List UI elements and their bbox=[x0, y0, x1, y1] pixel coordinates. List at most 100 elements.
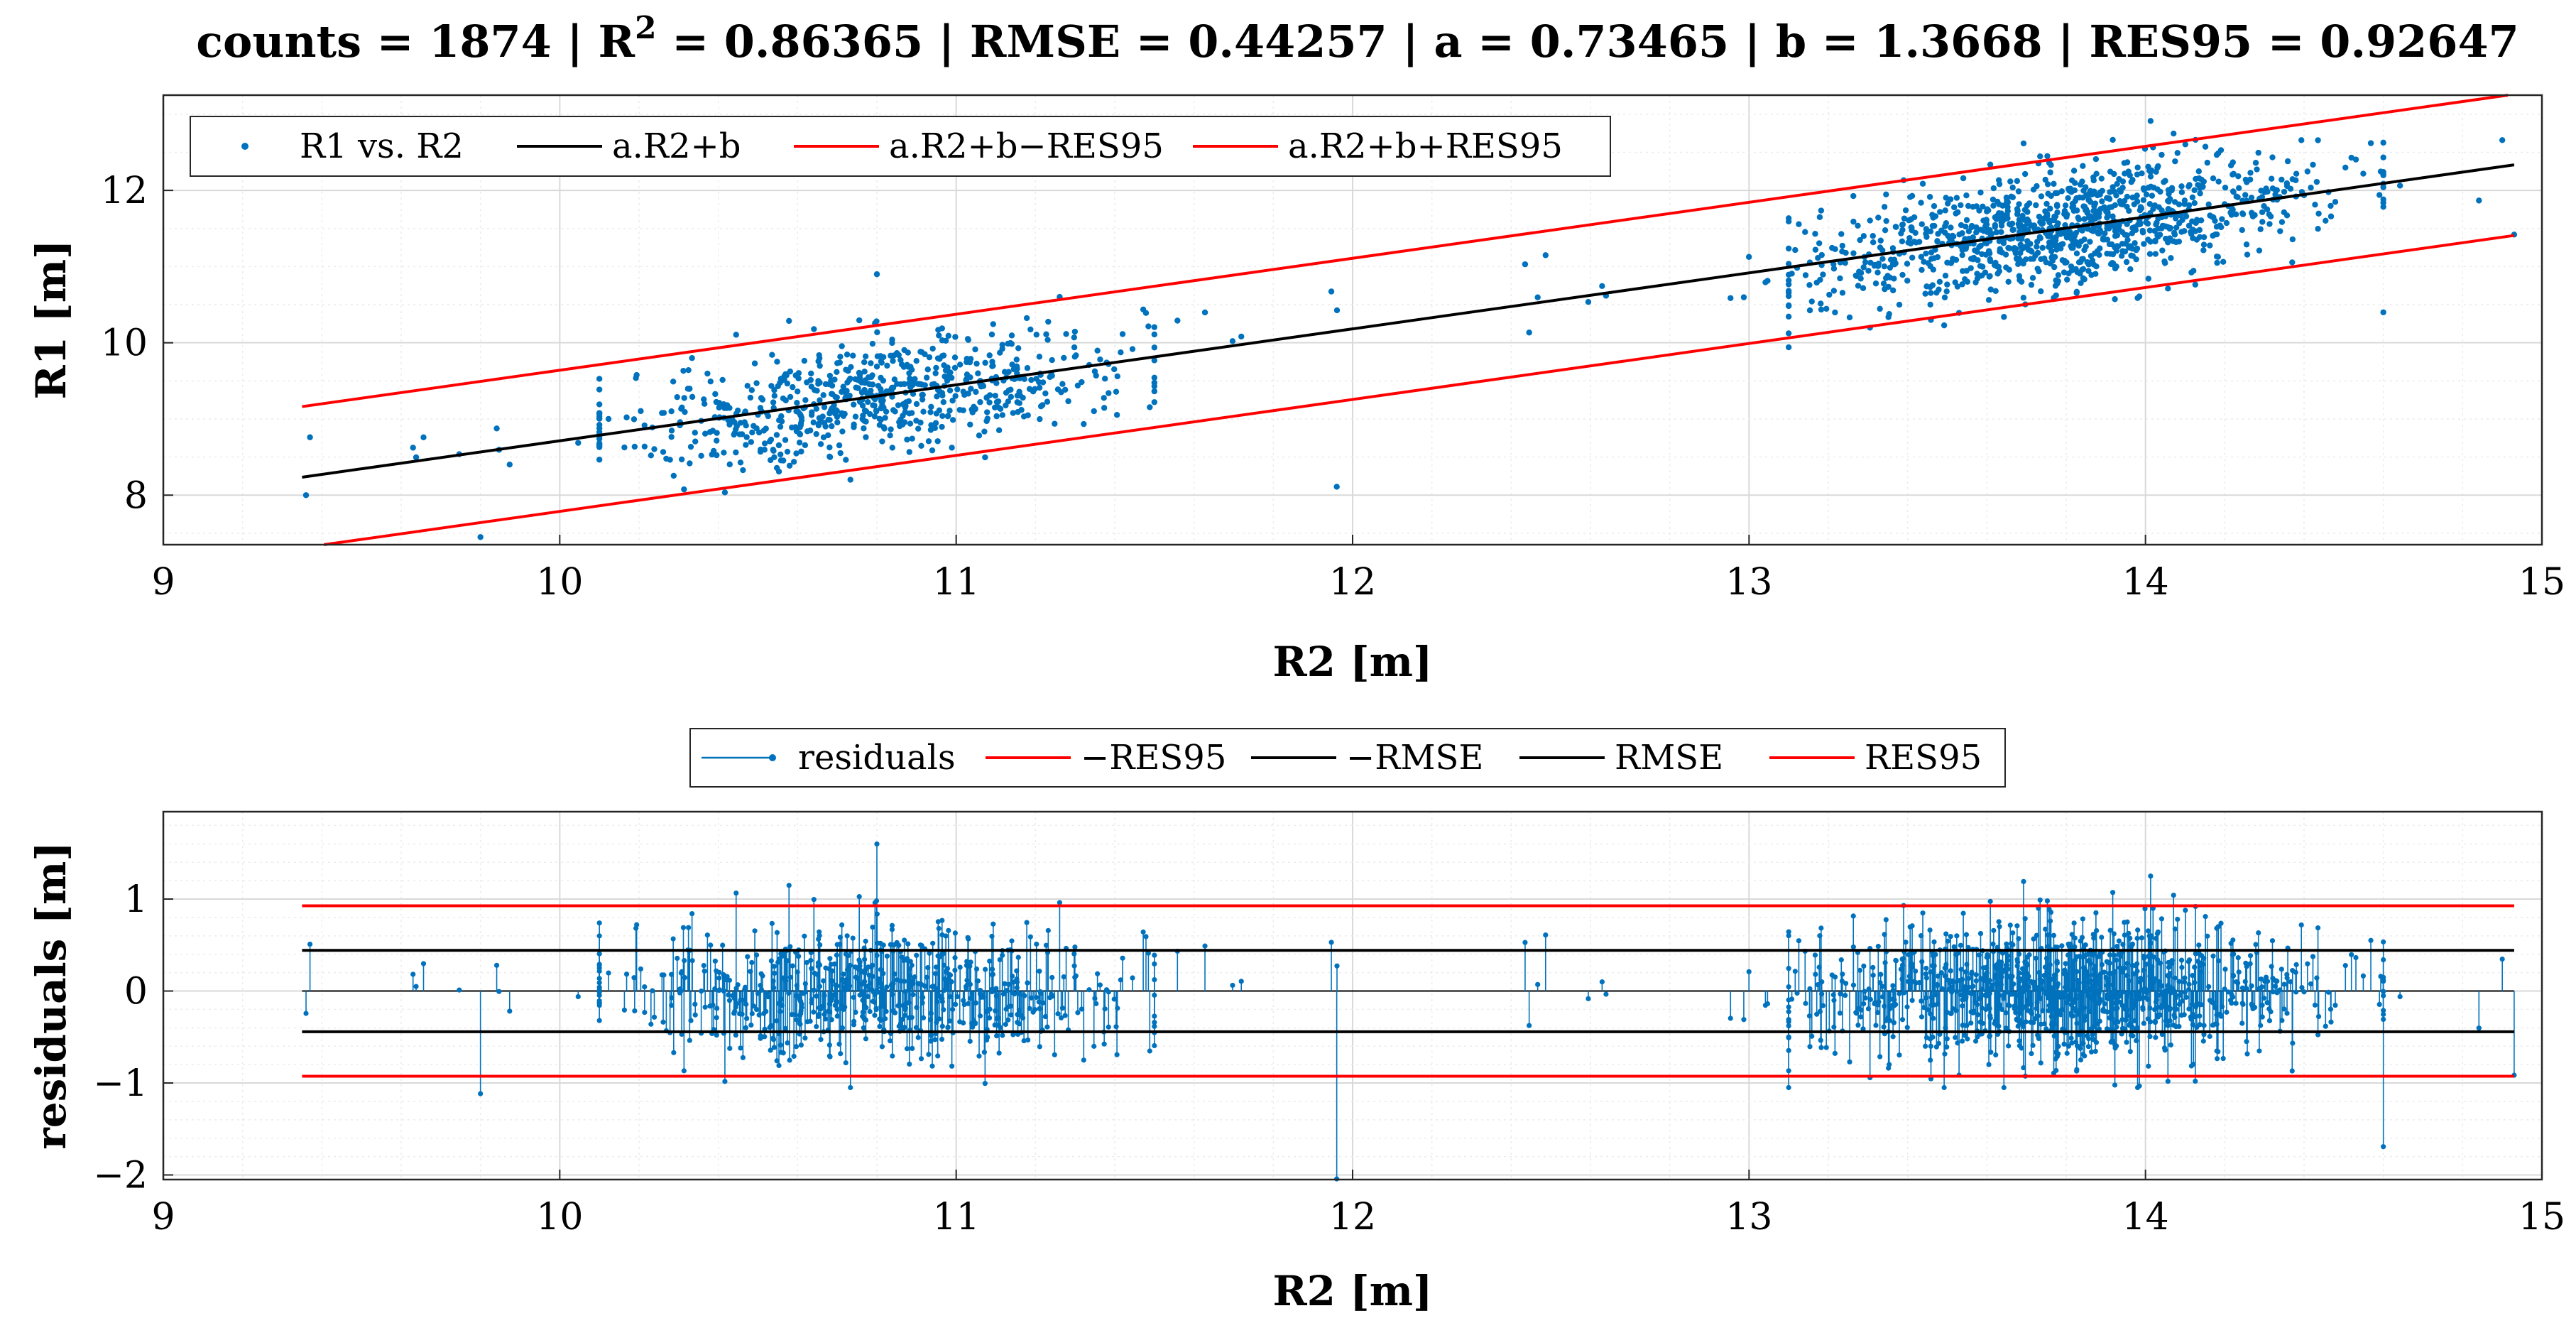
residual-point bbox=[845, 953, 851, 959]
scatter-point bbox=[2048, 248, 2055, 254]
residual-point bbox=[1027, 934, 1033, 940]
residual-point bbox=[2071, 920, 2077, 926]
scatter-point bbox=[1964, 278, 1971, 285]
residual-point bbox=[1923, 975, 1930, 981]
scatter-point bbox=[2255, 149, 2261, 156]
residual-point bbox=[802, 933, 807, 939]
scatter-point bbox=[949, 445, 955, 451]
scatter-point bbox=[2157, 188, 2163, 195]
residual-point bbox=[2082, 1053, 2087, 1059]
scatter-point bbox=[1033, 332, 1039, 338]
scatter-point bbox=[834, 369, 840, 376]
title-res95: RES95 = 0.92647 bbox=[2089, 16, 2518, 67]
scatter-point bbox=[927, 409, 934, 415]
scatter-point bbox=[1005, 398, 1012, 405]
scatter-point bbox=[1832, 246, 1838, 253]
residual-point bbox=[1140, 929, 1146, 935]
scatter-point bbox=[770, 399, 777, 405]
residual-point bbox=[771, 964, 777, 969]
scatter-point bbox=[1785, 302, 1792, 309]
scatter-point bbox=[1879, 256, 1886, 262]
scatter-point bbox=[2081, 236, 2087, 243]
residual-point bbox=[1954, 933, 1960, 939]
residual-point bbox=[1987, 898, 1993, 904]
scatter-point bbox=[2113, 263, 2119, 270]
residual-point bbox=[2010, 942, 2016, 947]
scatter-point bbox=[1142, 310, 1150, 316]
scatter-point bbox=[2146, 227, 2154, 234]
scatter-point bbox=[918, 442, 924, 449]
residual-point bbox=[811, 897, 817, 903]
scatter-point bbox=[786, 317, 792, 325]
scatter-point bbox=[2476, 197, 2482, 204]
scatter-point bbox=[506, 461, 513, 468]
scatter-point bbox=[651, 446, 657, 452]
residual-point bbox=[774, 930, 780, 935]
scatter-point bbox=[1883, 217, 1889, 224]
residual-point bbox=[1999, 974, 2004, 980]
scatter-point bbox=[1885, 283, 1892, 290]
scatter-point bbox=[2005, 278, 2012, 285]
scatter-point bbox=[809, 409, 815, 415]
residual-point bbox=[2068, 1035, 2074, 1041]
residual-point bbox=[2097, 998, 2103, 1004]
residual-point bbox=[749, 1011, 755, 1017]
scatter-point bbox=[737, 459, 744, 466]
scatter-point bbox=[1785, 288, 1792, 294]
scatter-point bbox=[775, 468, 782, 475]
scatter-point bbox=[919, 396, 926, 403]
residual-point bbox=[973, 966, 980, 972]
scatter-point bbox=[2092, 200, 2099, 207]
residual-point bbox=[863, 938, 868, 944]
residual-point bbox=[811, 1009, 817, 1015]
scatter-point bbox=[2072, 180, 2078, 186]
scatter-point bbox=[802, 442, 809, 449]
residual-point bbox=[842, 1004, 848, 1010]
scatter-point bbox=[790, 383, 796, 391]
residual-point bbox=[1980, 1020, 1985, 1026]
scatter-point bbox=[909, 435, 915, 442]
residual-point bbox=[642, 984, 648, 990]
scatter-point bbox=[2073, 250, 2080, 257]
residual-point bbox=[744, 1016, 750, 1021]
scatter-point bbox=[967, 356, 974, 362]
residual-point bbox=[907, 1061, 912, 1067]
scatter-point bbox=[802, 397, 809, 403]
scatter-point bbox=[1027, 326, 1034, 333]
scatter-point bbox=[1936, 286, 1942, 293]
residual-point bbox=[926, 1052, 932, 1057]
scatter-point bbox=[967, 421, 973, 428]
residual-point bbox=[2054, 968, 2061, 974]
residual-point bbox=[802, 1035, 808, 1041]
residual-point bbox=[772, 970, 777, 976]
scatter-point bbox=[1980, 263, 1986, 270]
residual-point bbox=[1817, 1008, 1823, 1014]
residual-point bbox=[1786, 1084, 1791, 1091]
scatter-point bbox=[2090, 177, 2097, 184]
residual-point bbox=[1960, 1038, 1965, 1044]
scatter-point bbox=[1881, 263, 1888, 270]
scatter-point bbox=[982, 359, 988, 366]
scatter-point bbox=[1850, 218, 1857, 225]
residual-point bbox=[743, 1025, 748, 1030]
scatter-point bbox=[2114, 243, 2122, 250]
scatter-point bbox=[861, 369, 868, 375]
legend-points-label: R1 vs. R2 bbox=[300, 126, 464, 166]
scatter-point bbox=[817, 379, 823, 386]
scatter-point bbox=[2217, 224, 2225, 231]
scatter-point bbox=[1883, 191, 1889, 197]
scatter-point bbox=[932, 425, 939, 432]
residual-point bbox=[1904, 1025, 1910, 1030]
scatter-point bbox=[861, 359, 868, 366]
residual-point bbox=[1543, 932, 1549, 938]
scatter-point bbox=[2044, 153, 2051, 160]
scatter-point bbox=[2070, 244, 2076, 251]
scatter-point bbox=[2110, 213, 2116, 219]
scatter-point bbox=[2073, 207, 2080, 214]
scatter-point bbox=[777, 451, 784, 458]
scatter-point bbox=[721, 450, 727, 456]
residual-point bbox=[1927, 927, 1933, 933]
residual-point bbox=[740, 1055, 746, 1060]
residual-point bbox=[847, 962, 853, 969]
scatter-point bbox=[880, 397, 886, 404]
